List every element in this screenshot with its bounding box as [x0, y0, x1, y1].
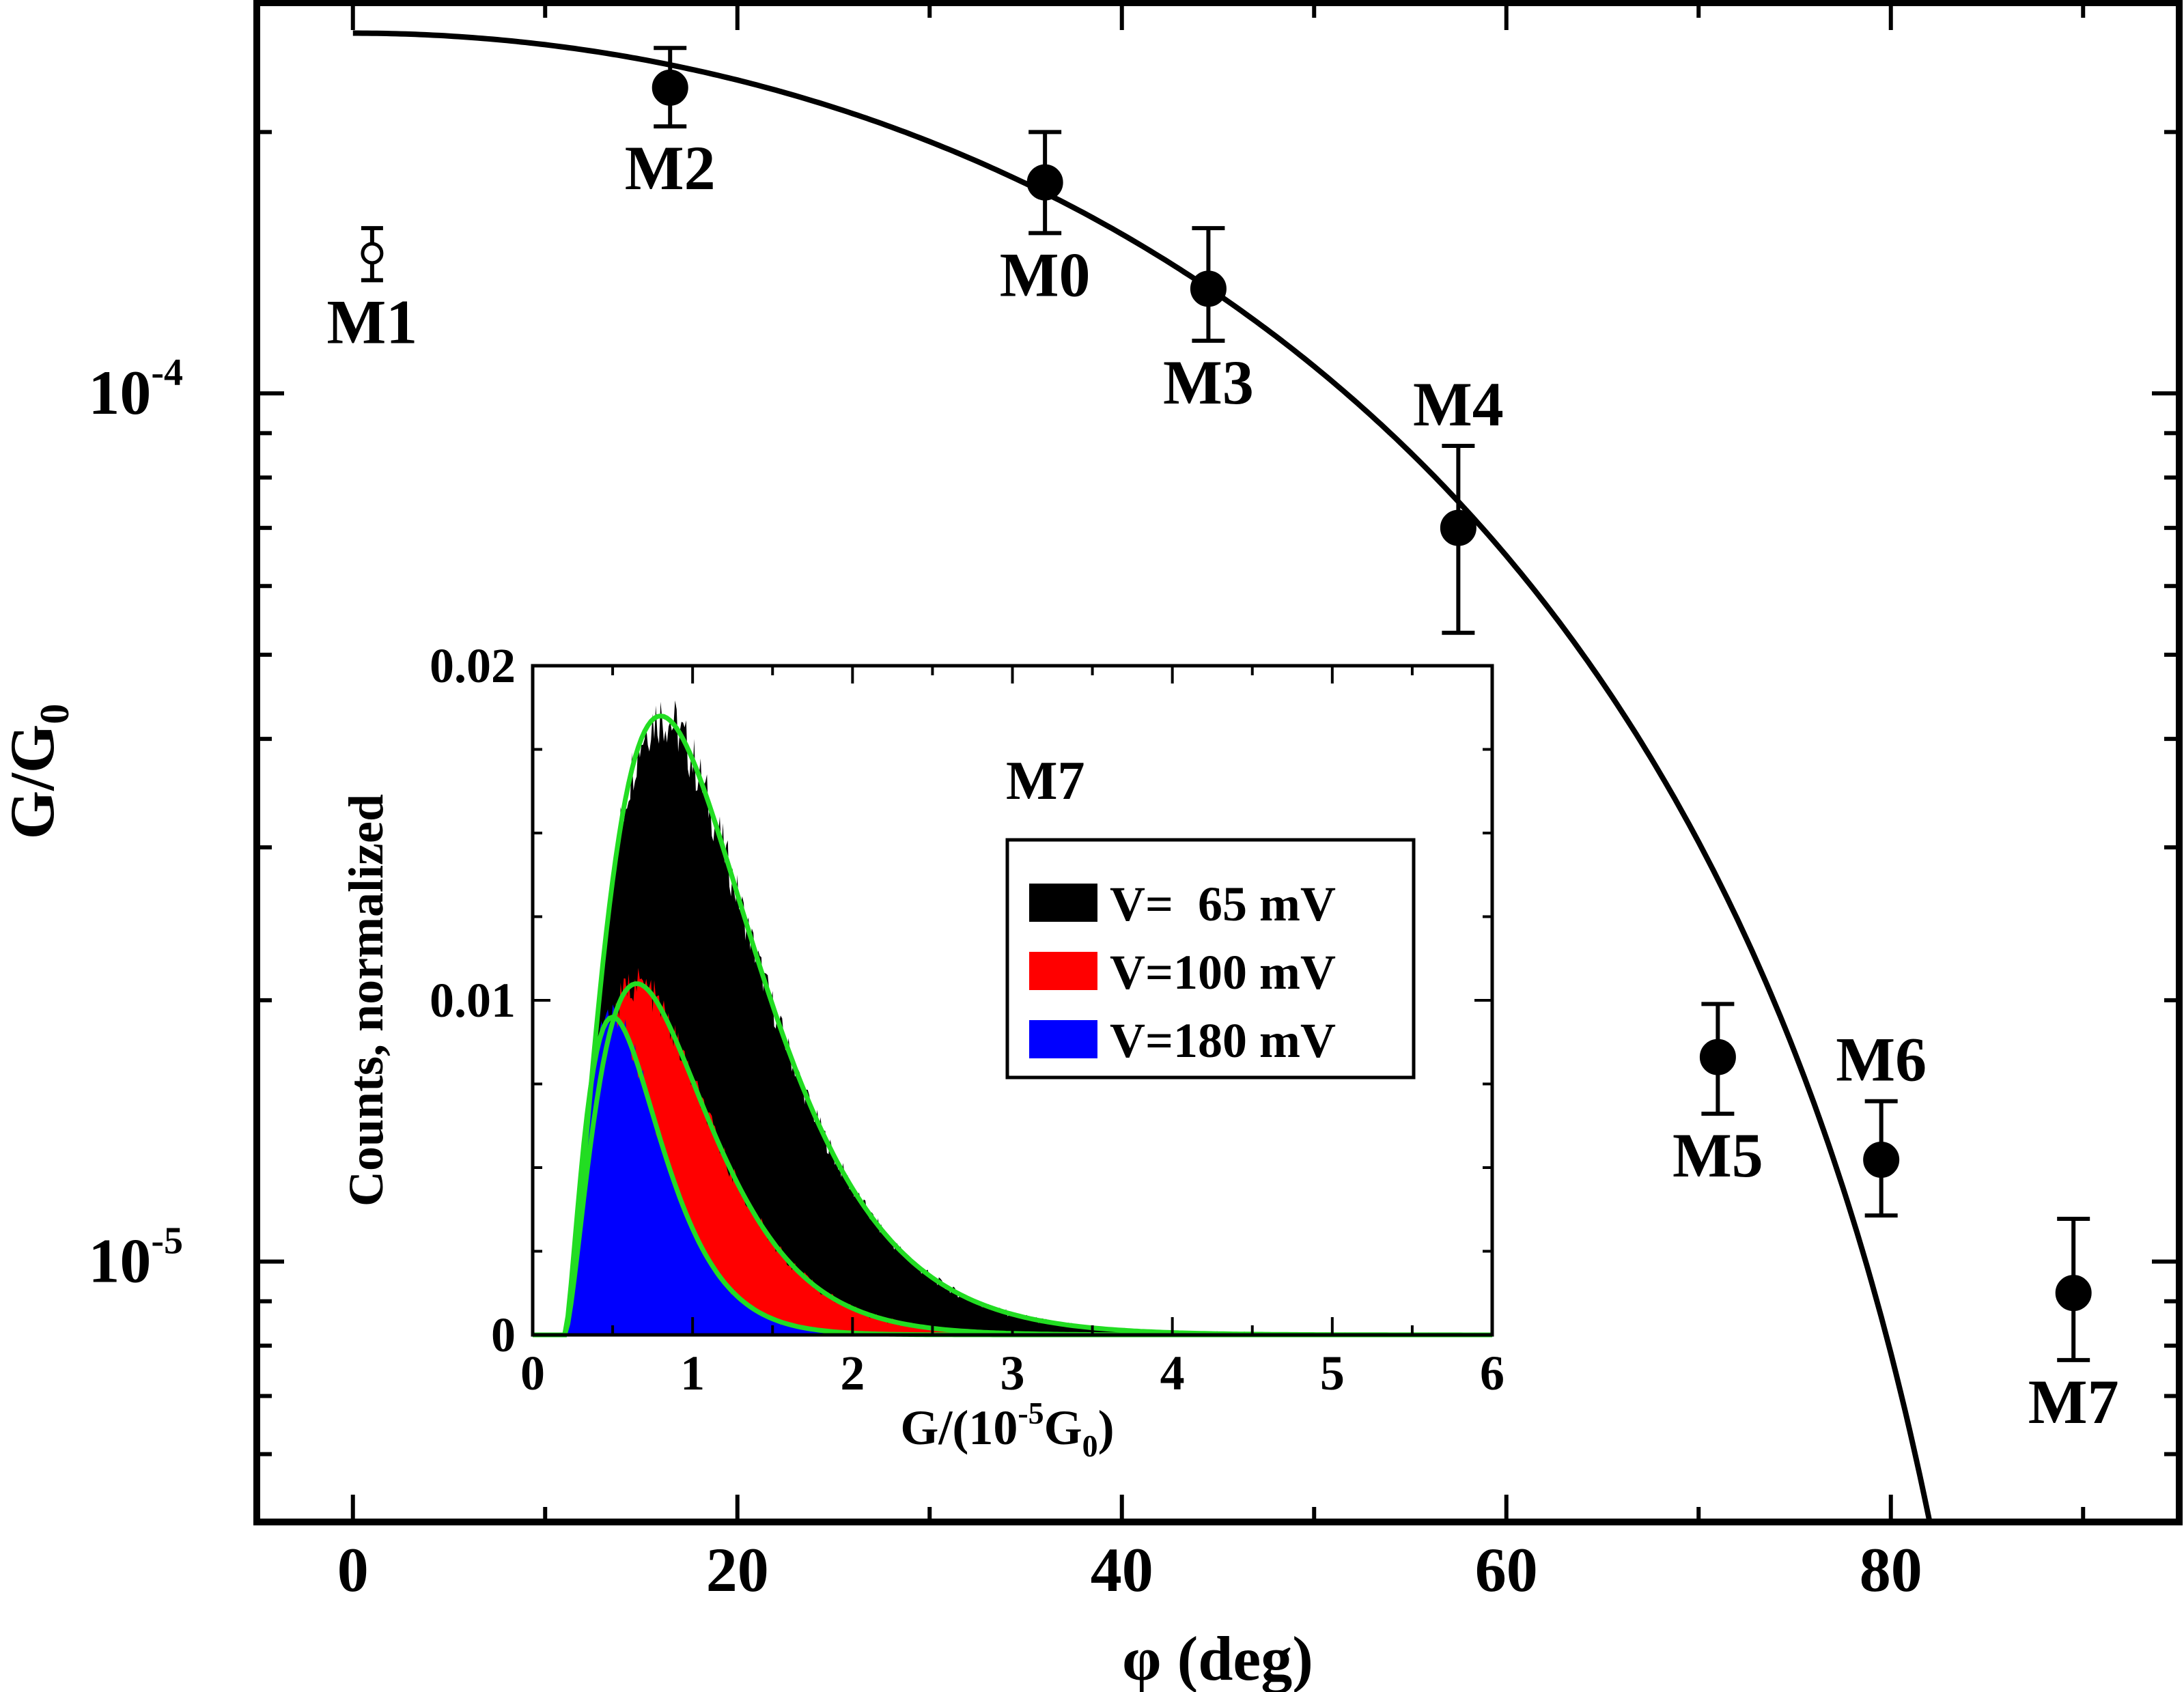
inset-x-tick-label: 3 — [1000, 1346, 1025, 1400]
marker — [1699, 1039, 1736, 1075]
data-points-group: M0 M1 M2 M3 M4 M5 M6 M7 — [326, 46, 2119, 1437]
legend-swatch — [1029, 884, 1097, 922]
inset-x-title-mid: G — [1044, 1400, 1082, 1455]
data-point-m2: M2 — [625, 46, 716, 203]
inset-x-tick-label: 5 — [1320, 1346, 1345, 1400]
y-axis-title: G/G0 — [0, 704, 77, 840]
main-x-ticks: 0 20 40 60 80 — [337, 3, 2086, 1605]
inset-title: M7 — [1006, 751, 1085, 811]
x-tick-label: 60 — [1475, 1535, 1538, 1605]
inset-y-tick-label: 0 — [491, 1308, 516, 1362]
data-point-m4: M4 — [1413, 369, 1504, 635]
main-plot-frame — [253, 0, 2183, 1525]
point-label: M5 — [1672, 1120, 1763, 1190]
inset-x-title-exp: -5 — [1018, 1396, 1044, 1430]
legend-items: V= 65 mV V=100 mV V=180 mV — [1029, 877, 1336, 1068]
legend-swatch — [1029, 1020, 1097, 1058]
inset-x-tick-label: 2 — [840, 1346, 865, 1400]
y-axis-title-sub: 0 — [32, 704, 77, 724]
point-label: M6 — [1836, 1025, 1927, 1095]
inset-y-tick-label: 0.02 — [430, 638, 516, 693]
main-y-ticks: 10-410-5 — [88, 130, 2179, 1456]
legend-swatch — [1029, 952, 1097, 990]
data-point-m3: M3 — [1163, 226, 1254, 417]
marker — [1026, 164, 1063, 201]
legend-item-1: V=100 mV — [1029, 945, 1336, 1000]
svg-text:G/G0: G/G0 — [0, 704, 77, 840]
inset-x-title-sub: 0 — [1082, 1428, 1098, 1463]
y-axis-title-main: G/G — [0, 724, 67, 840]
x-tick-label: 20 — [706, 1535, 769, 1605]
inset-x-title-prefix: G/(10 — [900, 1400, 1018, 1455]
fit-curve-group — [352, 30, 1933, 1521]
histogram-area-2 — [533, 1004, 1492, 1335]
inset-y-axis-title: Counts, normalized — [339, 794, 393, 1207]
marker — [1440, 509, 1476, 546]
y-tick-label: 10-4 — [88, 352, 183, 427]
legend-label: V=180 mV — [1110, 1013, 1336, 1068]
inset-x-title-suffix: ) — [1098, 1400, 1115, 1455]
marker — [652, 69, 688, 106]
inset-y-tick-label: 0.01 — [430, 973, 516, 1028]
inset-x-tick-label: 1 — [680, 1346, 705, 1400]
marker — [2055, 1275, 2092, 1312]
x-tick-label: 40 — [1091, 1535, 1153, 1605]
point-label: M7 — [2028, 1367, 2119, 1437]
marker — [361, 242, 384, 265]
point-label: M1 — [326, 287, 417, 356]
data-point-m6: M6 — [1836, 1025, 1927, 1218]
marker — [1863, 1141, 1900, 1178]
inset-x-tick-label: 6 — [1480, 1346, 1504, 1400]
point-label: M0 — [1000, 240, 1091, 309]
x-axis-title: φ (deg) — [1122, 1624, 1313, 1692]
legend-item-0: V= 65 mV — [1029, 877, 1336, 931]
marker — [1190, 270, 1227, 307]
inset-x-tick-label: 0 — [520, 1346, 545, 1400]
point-label: M3 — [1163, 348, 1254, 417]
histogram-area-0 — [533, 700, 1492, 1335]
inset-x-ticks: 0 1 2 3 4 5 6 — [520, 666, 1504, 1400]
legend-item-2: V=180 mV — [1029, 1013, 1336, 1068]
point-label: M4 — [1413, 369, 1504, 439]
y-tick-label: 10-5 — [88, 1220, 183, 1296]
data-point-m1: M1 — [326, 226, 417, 356]
inset-y-ticks: 0 0.01 0.02 — [430, 638, 1492, 1362]
legend-label: V=100 mV — [1110, 945, 1336, 1000]
x-tick-label: 80 — [1860, 1535, 1922, 1605]
data-point-m5: M5 — [1672, 1002, 1763, 1190]
inset-legend: V= 65 mV V=100 mV V=180 mV — [1005, 838, 1416, 1080]
inset-x-axis-title: G/(10-5G0) — [900, 1396, 1114, 1463]
point-label: M2 — [625, 133, 716, 203]
data-point-m0: M0 — [1000, 130, 1091, 309]
inset-x-tick-label: 4 — [1160, 1346, 1185, 1400]
data-point-m7: M7 — [2028, 1216, 2119, 1437]
fit-curve — [352, 30, 1933, 1521]
x-tick-label: 0 — [337, 1535, 369, 1605]
legend-label: V= 65 mV — [1110, 877, 1336, 931]
